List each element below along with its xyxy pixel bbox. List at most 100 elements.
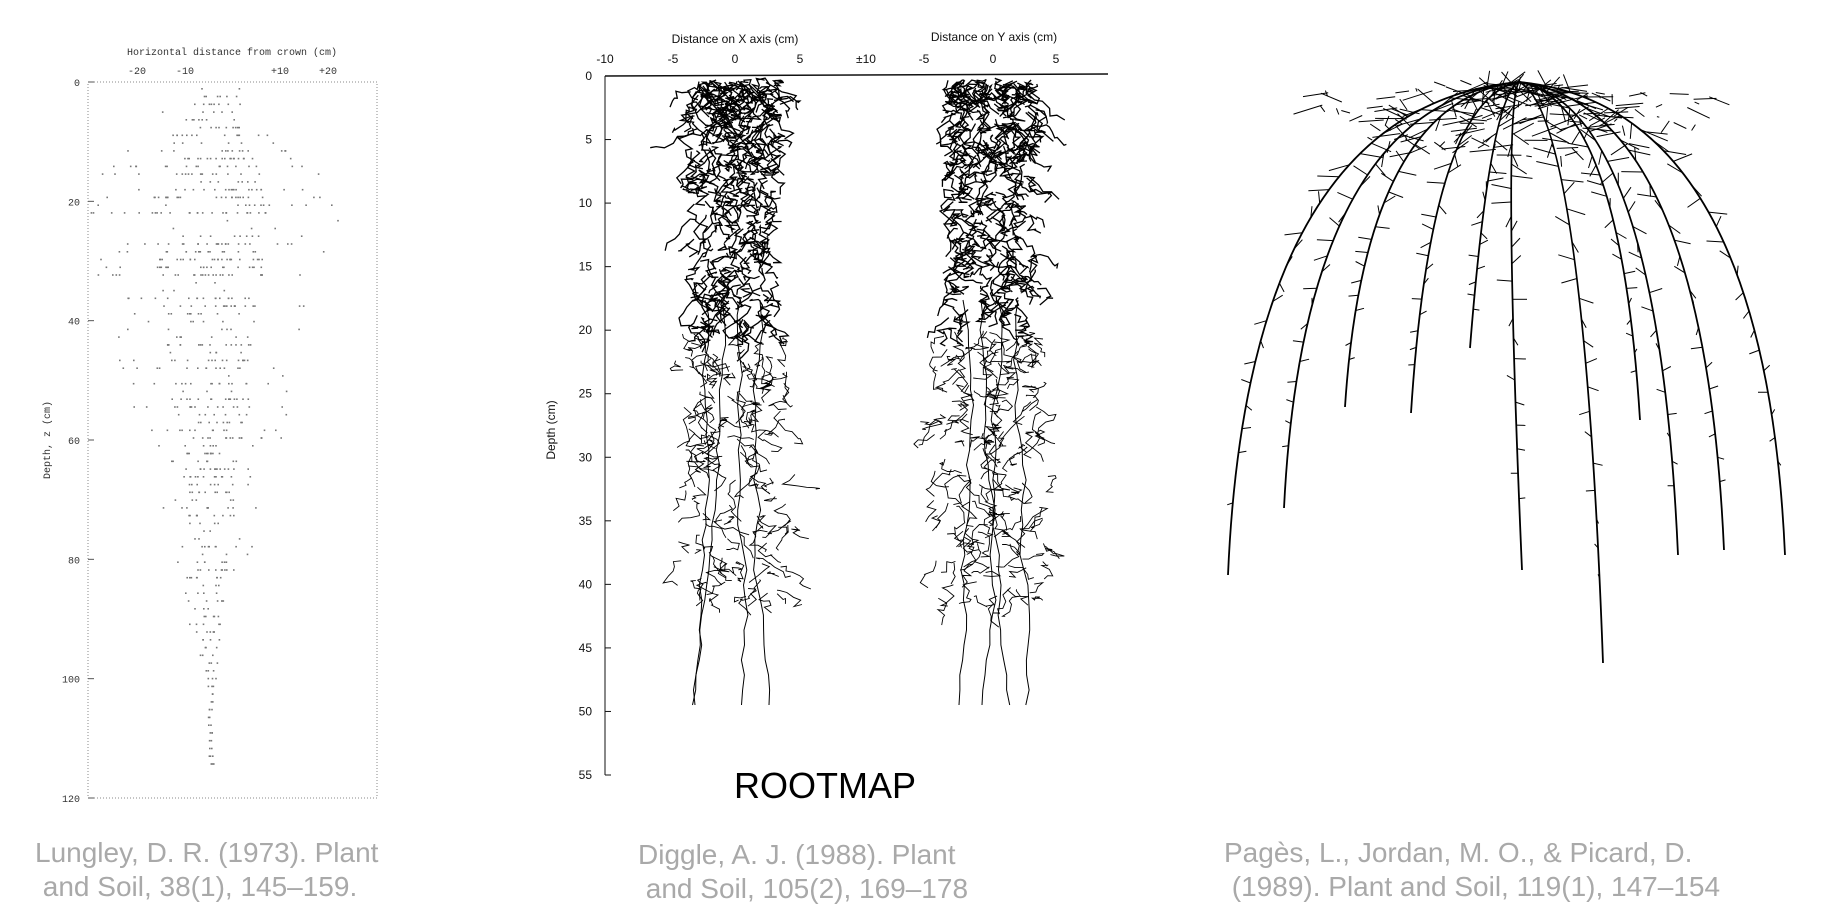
root-dot xyxy=(211,693,214,695)
root xyxy=(757,307,767,334)
root-dot xyxy=(225,359,228,362)
root xyxy=(717,175,729,206)
root xyxy=(948,328,964,347)
root xyxy=(728,82,750,109)
root xyxy=(702,404,713,419)
root-dot xyxy=(235,336,237,338)
lateral-root xyxy=(1375,163,1386,176)
root-dot xyxy=(230,305,232,307)
root-dot xyxy=(231,150,234,152)
root-dot xyxy=(245,204,247,206)
crown-root xyxy=(1372,133,1401,138)
root-dot xyxy=(179,344,182,346)
lateral-root xyxy=(1286,256,1293,266)
root-dot xyxy=(197,460,199,463)
root-dot xyxy=(204,413,207,416)
root-dot xyxy=(322,251,325,253)
root xyxy=(669,360,684,372)
root xyxy=(755,557,791,578)
crown-root xyxy=(1415,88,1418,92)
root-dot xyxy=(244,305,247,307)
root-dot xyxy=(196,514,198,517)
lateral-root xyxy=(1585,358,1598,364)
root-dot xyxy=(225,212,227,214)
root xyxy=(689,178,707,194)
root xyxy=(678,541,690,554)
root xyxy=(689,460,705,488)
root xyxy=(691,486,707,501)
root xyxy=(773,503,791,527)
root-dot xyxy=(200,142,203,144)
root xyxy=(780,565,812,590)
root-dot xyxy=(231,297,233,300)
tap-root xyxy=(990,299,1011,706)
crown-root xyxy=(1433,81,1446,87)
root-dot xyxy=(206,452,208,455)
root-dot xyxy=(187,173,190,175)
root-dot xyxy=(190,313,192,315)
crown-root xyxy=(1529,82,1536,95)
root xyxy=(687,251,708,271)
root xyxy=(782,371,793,408)
root xyxy=(954,343,989,358)
root xyxy=(944,149,962,181)
root-dot xyxy=(247,196,250,199)
root-dot xyxy=(122,367,125,369)
root xyxy=(1028,381,1047,393)
root-dot xyxy=(171,398,173,400)
crown-root xyxy=(1531,126,1557,137)
lateral-root xyxy=(1241,379,1251,384)
crown-root xyxy=(1485,87,1503,93)
root xyxy=(763,146,783,160)
root-dot xyxy=(166,251,169,253)
root xyxy=(999,92,1029,117)
root-dot xyxy=(184,173,187,175)
lateral-root xyxy=(1628,297,1632,304)
root-dot xyxy=(230,344,233,346)
root-dot xyxy=(205,615,207,618)
root-dot xyxy=(251,266,254,269)
crown-root xyxy=(1382,108,1407,120)
lateral-root xyxy=(1476,265,1486,270)
root-dot xyxy=(204,491,206,494)
root-dot xyxy=(177,196,180,199)
root xyxy=(733,228,755,249)
crown-root xyxy=(1569,120,1582,123)
root-dot xyxy=(215,569,217,571)
root-dot xyxy=(226,328,228,331)
root xyxy=(713,519,750,536)
lateral-root xyxy=(1510,220,1518,232)
crown-root xyxy=(1402,104,1431,117)
root xyxy=(963,266,975,279)
root-dot xyxy=(202,476,205,478)
root-dot xyxy=(207,677,210,680)
root-dot xyxy=(186,313,189,315)
root xyxy=(987,595,1000,628)
root-dot xyxy=(215,351,217,354)
root-dot xyxy=(216,491,218,494)
root-dot xyxy=(184,445,186,447)
root xyxy=(704,523,727,539)
root-dot xyxy=(210,336,213,338)
tap-root xyxy=(979,299,997,706)
root-dot xyxy=(209,445,212,447)
root-dot xyxy=(238,88,241,90)
root xyxy=(947,257,967,289)
root-dot xyxy=(203,561,206,563)
root-dot xyxy=(230,328,232,331)
lateral-root xyxy=(1416,252,1429,257)
root xyxy=(997,431,1007,447)
root xyxy=(988,513,997,526)
root-dot xyxy=(209,437,211,439)
root-dot xyxy=(195,165,198,168)
root xyxy=(1033,337,1046,358)
root-dot xyxy=(237,367,239,369)
main-root xyxy=(1518,81,1679,556)
root xyxy=(755,77,765,99)
root xyxy=(709,154,738,183)
root-dot xyxy=(204,646,207,649)
root-dot xyxy=(208,103,211,106)
root-dot xyxy=(226,165,229,168)
root-dot xyxy=(254,251,257,253)
